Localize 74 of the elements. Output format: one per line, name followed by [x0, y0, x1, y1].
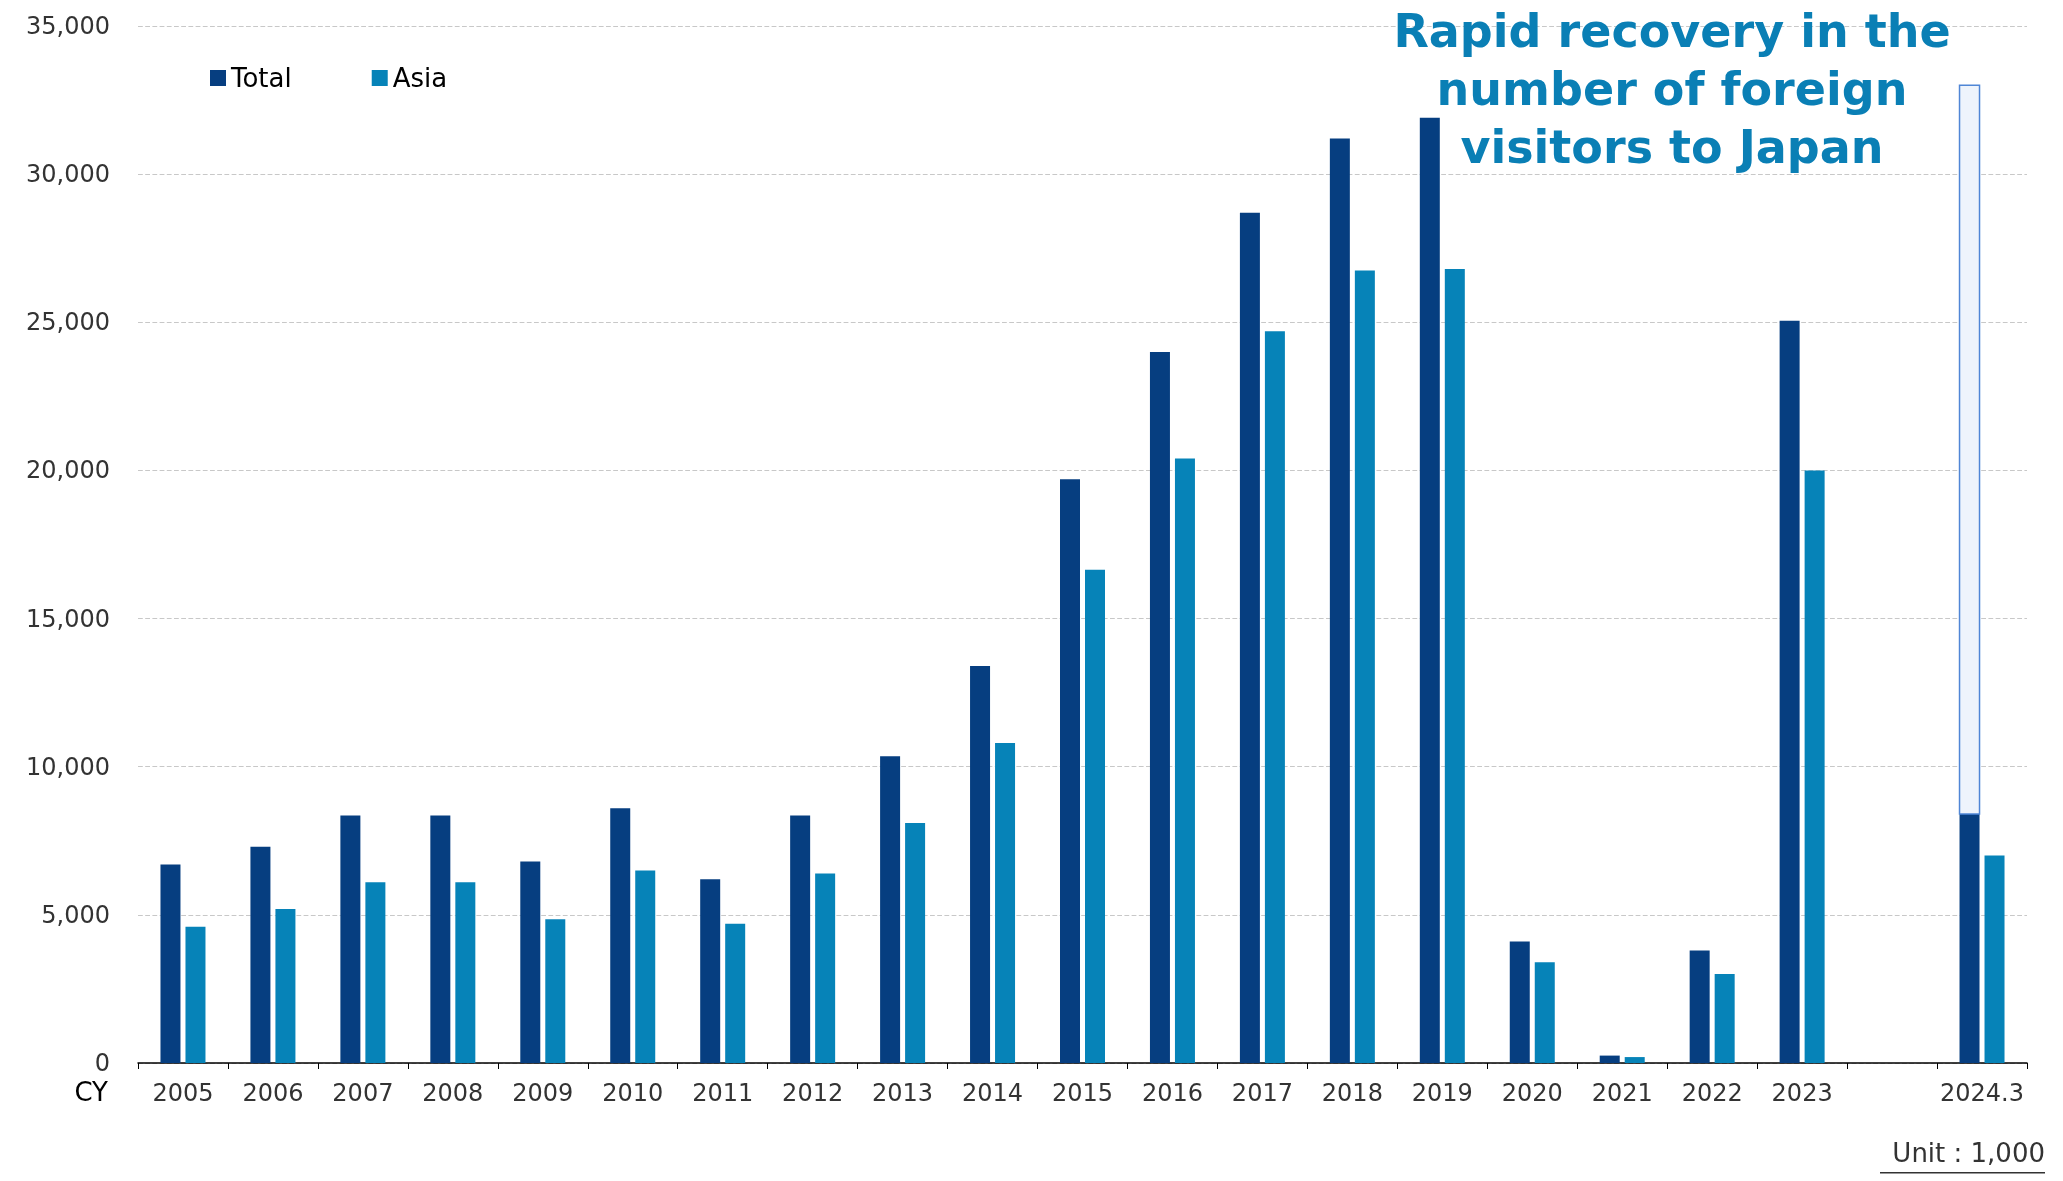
x-tick-label: 2015 — [1051, 1079, 1114, 1107]
legend-label: Asia — [392, 63, 448, 93]
bar — [995, 743, 1016, 1063]
x-tick-label: 2020 — [1501, 1079, 1563, 1107]
bar — [1689, 950, 1710, 1063]
y-tick-label: 25,000 — [26, 308, 110, 337]
bar — [815, 873, 836, 1063]
bar — [275, 908, 296, 1063]
bar — [365, 882, 386, 1063]
x-tick-label: 2011 — [692, 1079, 754, 1107]
bar — [1264, 331, 1285, 1063]
y-tick-label: 15,000 — [26, 604, 110, 633]
legend-label: Total — [230, 63, 292, 93]
bar — [1779, 320, 1800, 1063]
bar — [1444, 268, 1465, 1063]
x-tick-label: 2013 — [872, 1079, 934, 1107]
annotation: Rapid recovery in the number of foreign visitors to Japan — [1393, 4, 1951, 174]
y-tick-label: 35,000 — [26, 12, 110, 40]
bar — [1060, 479, 1080, 1063]
x-tick-label: 2007 — [332, 1079, 394, 1107]
x-tick-label: 2012 — [782, 1079, 844, 1107]
bar — [1354, 270, 1375, 1063]
x-tick-label: 2010 — [602, 1079, 664, 1107]
x-tick-label: 2014 — [962, 1079, 1024, 1107]
y-tick-label: 10,000 — [26, 752, 110, 781]
x-tick-label: 2023 — [1771, 1079, 1833, 1107]
bar — [880, 756, 901, 1063]
x-tick-label: 2019 — [1411, 1079, 1473, 1107]
text: Unit : 1,000 — [1892, 1138, 2046, 1168]
bar — [700, 879, 721, 1063]
bar — [340, 815, 361, 1063]
bar — [1714, 974, 1735, 1063]
x-tick-label: 2017 — [1231, 1079, 1293, 1107]
x-tick-label: 2006 — [242, 1079, 304, 1107]
bar — [1174, 458, 1195, 1063]
bar — [185, 926, 206, 1063]
bar — [250, 846, 271, 1063]
x-tick-label: 2022 — [1681, 1079, 1743, 1107]
y-tick-label: 30,000 — [26, 160, 110, 189]
bar — [1959, 814, 1980, 1063]
bar — [635, 870, 656, 1063]
bar — [1624, 1057, 1645, 1063]
bar — [1984, 855, 2005, 1063]
x-tick-label: 2005 — [152, 1079, 214, 1107]
bar — [430, 815, 451, 1063]
x-tick-label: 2016 — [1141, 1079, 1203, 1107]
bar — [1329, 138, 1350, 1063]
x-tick-label: 2018 — [1321, 1079, 1383, 1107]
bar — [1085, 569, 1105, 1063]
x-tick-label: 2009 — [512, 1079, 574, 1107]
bar — [610, 808, 631, 1063]
bar — [545, 919, 566, 1063]
x-tick-label: 2008 — [422, 1079, 484, 1107]
x-tick-label: 2024.3 — [1940, 1079, 2025, 1107]
bar — [1804, 470, 1825, 1063]
y-tick-label: 20,000 — [26, 456, 110, 485]
bar — [455, 882, 476, 1063]
bar — [1149, 351, 1170, 1063]
x-tick-label: 2021 — [1591, 1079, 1653, 1107]
y-tick-label: 5,000 — [41, 900, 110, 929]
bar — [905, 823, 926, 1063]
bar — [1599, 1055, 1620, 1063]
bar — [160, 864, 181, 1063]
bar — [1534, 962, 1555, 1063]
bar — [1419, 117, 1440, 1063]
x-axis-title: CY — [74, 1077, 109, 1107]
bar — [790, 815, 811, 1063]
bar — [1958, 84, 1981, 815]
bar — [1239, 212, 1260, 1063]
bar — [1509, 941, 1530, 1063]
bar — [520, 861, 541, 1063]
y-tick-label: 0 — [94, 1049, 110, 1077]
bar — [970, 665, 991, 1063]
bar — [725, 923, 746, 1063]
